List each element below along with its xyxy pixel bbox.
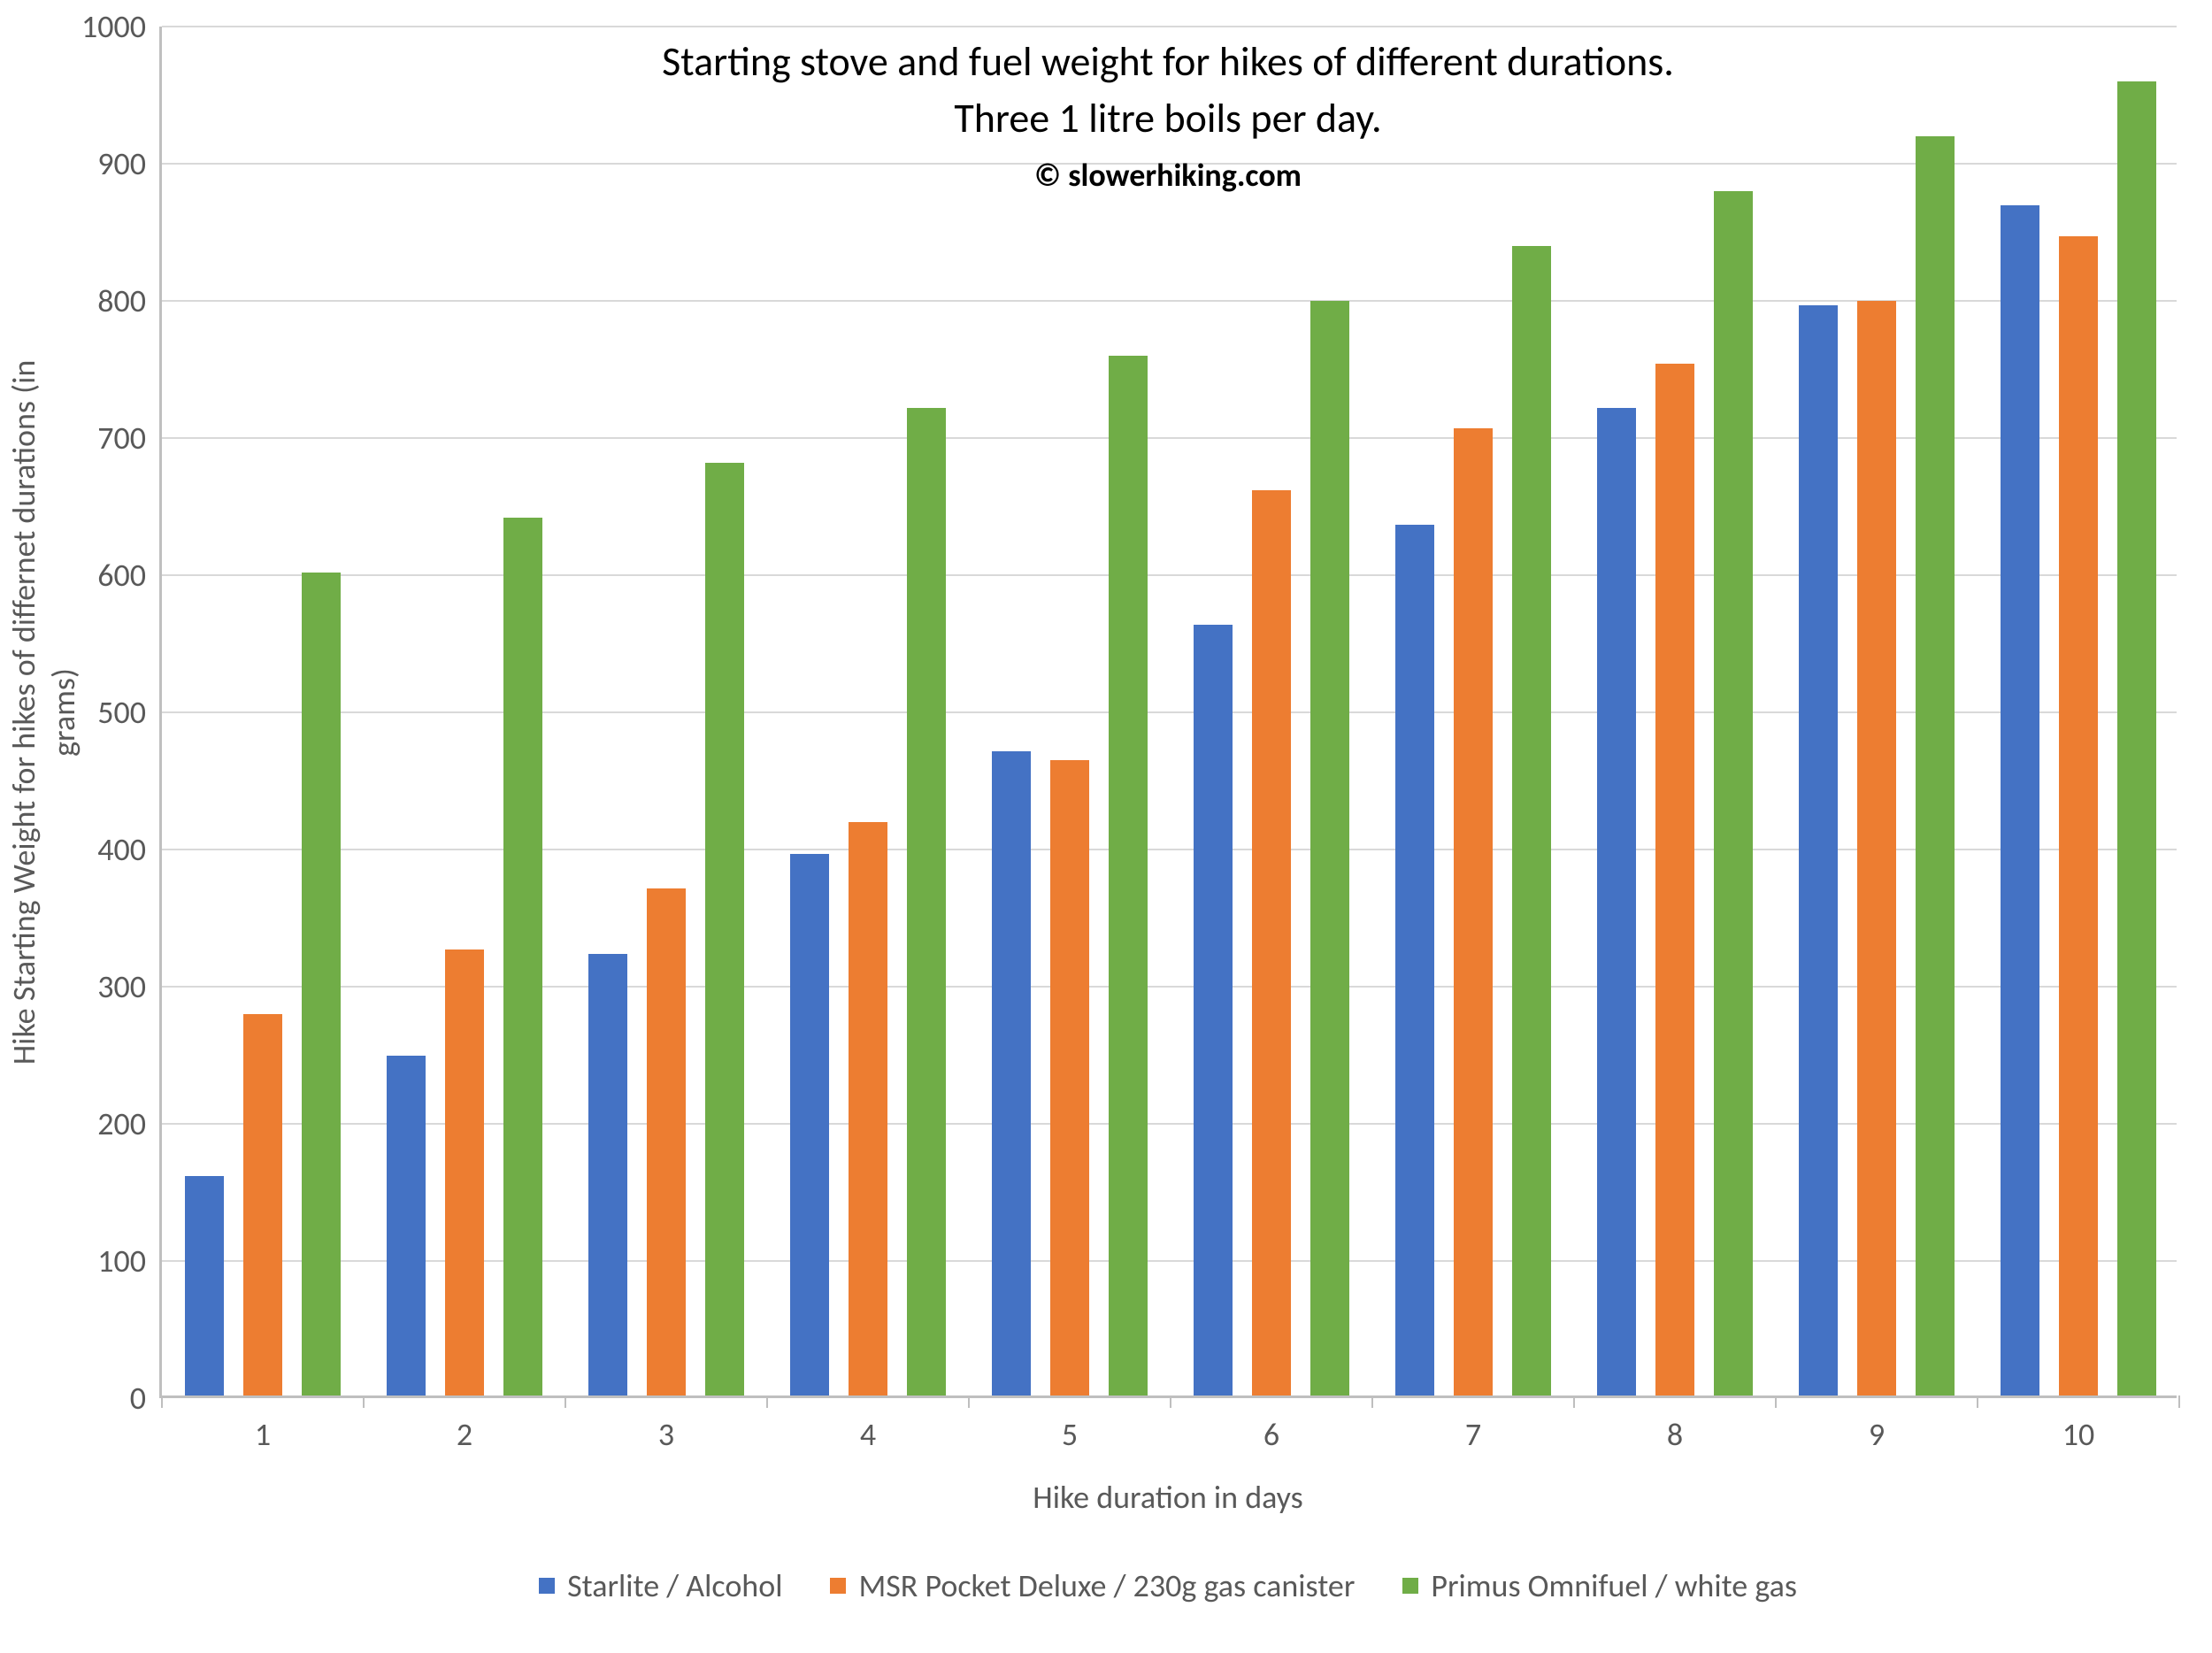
bar (1512, 246, 1551, 1395)
bar (1597, 408, 1636, 1395)
bar (1799, 305, 1838, 1395)
bar (907, 408, 946, 1395)
x-tick-mark (1775, 1395, 1777, 1408)
x-tick-mark (2178, 1395, 2180, 1408)
bar (1916, 136, 1955, 1395)
bar (1454, 428, 1493, 1395)
legend-label: MSR Pocket Deluxe / 230g gas canister (858, 1566, 1355, 1605)
legend: Starlite / Alcohol MSR Pocket Deluxe / 23… (159, 1566, 2177, 1605)
plot-area: 0100200300400500600700800900100012345678… (159, 27, 2177, 1398)
legend-swatch (1402, 1578, 1418, 1594)
x-tick-mark (1170, 1395, 1171, 1408)
gridline (162, 163, 2177, 165)
x-tick-label: 9 (1869, 1415, 1885, 1454)
x-tick-mark (363, 1395, 365, 1408)
bar (1655, 364, 1694, 1395)
y-tick-label: 800 (97, 281, 146, 320)
bar (387, 1056, 426, 1395)
x-tick-mark (565, 1395, 566, 1408)
bar (1050, 760, 1089, 1395)
y-tick-label: 0 (130, 1379, 146, 1418)
x-tick-label: 1 (255, 1415, 271, 1454)
bar (1395, 525, 1434, 1395)
x-tick-label: 10 (2062, 1415, 2095, 1454)
chart-container: 0 100 200 300 400 500 600 700 800 900 1000 1 2 3 4 5 6 7 8… (0, 0, 2212, 1653)
bar (1194, 625, 1233, 1395)
x-tick-mark (1371, 1395, 1373, 1408)
y-tick-label: 300 (97, 967, 146, 1006)
y-tick-label: 1000 (81, 7, 146, 46)
x-tick-mark (161, 1395, 163, 1408)
y-tick-label: 700 (97, 419, 146, 457)
bar (992, 751, 1031, 1396)
legend-label: Primus Omnifuel / white gas (1431, 1566, 1797, 1605)
legend-item: Primus Omnifuel / white gas (1402, 1566, 1797, 1605)
bar (2059, 236, 2098, 1395)
legend-swatch (539, 1578, 555, 1594)
x-tick-label: 6 (1263, 1415, 1279, 1454)
y-tick-label: 500 (97, 693, 146, 732)
bar (185, 1176, 224, 1395)
bar (790, 854, 829, 1395)
bar (302, 573, 341, 1395)
x-axis-label: Hike duration in days (159, 1478, 2177, 1517)
bar (445, 950, 484, 1395)
bar (503, 518, 542, 1395)
bar (2001, 205, 2039, 1395)
bar (705, 463, 744, 1395)
y-tick-label: 900 (97, 144, 146, 183)
y-tick-label: 400 (97, 830, 146, 869)
bar (1714, 191, 1753, 1395)
bar (1109, 356, 1148, 1395)
x-tick-mark (766, 1395, 768, 1408)
bar (1310, 301, 1349, 1395)
x-tick-label: 3 (658, 1415, 674, 1454)
x-tick-label: 8 (1667, 1415, 1683, 1454)
x-tick-label: 2 (457, 1415, 472, 1454)
x-tick-label: 4 (860, 1415, 876, 1454)
y-tick-label: 100 (97, 1242, 146, 1280)
legend-item: Starlite / Alcohol (539, 1566, 782, 1605)
legend-label: Starlite / Alcohol (567, 1566, 782, 1605)
bar (1857, 301, 1896, 1395)
legend-swatch (830, 1578, 846, 1594)
x-tick-mark (1977, 1395, 1978, 1408)
bar (2117, 81, 2156, 1395)
y-tick-label: 600 (97, 556, 146, 595)
y-axis-label: Hike Starting Weight for hikes of differ… (4, 360, 84, 1065)
x-tick-label: 7 (1465, 1415, 1481, 1454)
bar (1252, 490, 1291, 1395)
bar (243, 1014, 282, 1395)
x-tick-mark (968, 1395, 970, 1408)
x-tick-label: 5 (1062, 1415, 1078, 1454)
y-tick-label: 200 (97, 1104, 146, 1143)
legend-item: MSR Pocket Deluxe / 230g gas canister (830, 1566, 1355, 1605)
gridline (162, 26, 2177, 27)
x-tick-mark (1573, 1395, 1575, 1408)
bar (849, 822, 887, 1395)
bar (588, 954, 627, 1395)
bar (647, 888, 686, 1396)
